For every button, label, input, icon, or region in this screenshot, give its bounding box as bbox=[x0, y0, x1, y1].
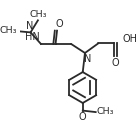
Text: O: O bbox=[55, 19, 63, 29]
Text: CH₃: CH₃ bbox=[97, 107, 114, 116]
Text: CH₃: CH₃ bbox=[0, 26, 17, 35]
Text: HN: HN bbox=[25, 32, 40, 42]
Text: N: N bbox=[26, 21, 33, 31]
Text: CH₃: CH₃ bbox=[29, 10, 47, 19]
Text: O: O bbox=[112, 58, 119, 68]
Text: O: O bbox=[78, 112, 86, 122]
Text: OH: OH bbox=[122, 34, 137, 44]
Text: N: N bbox=[84, 54, 91, 65]
